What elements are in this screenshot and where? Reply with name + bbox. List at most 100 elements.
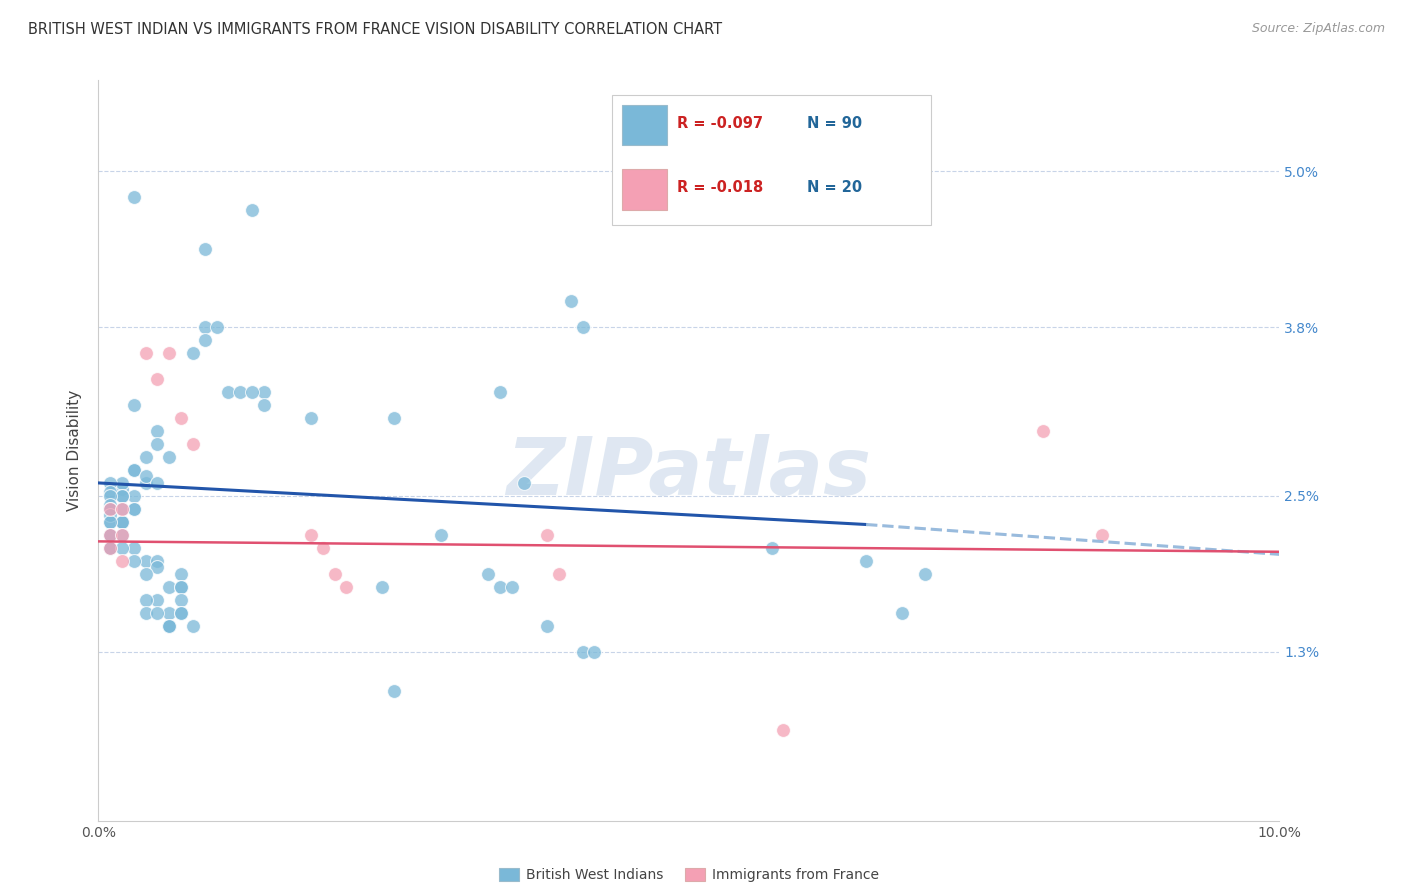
Point xyxy=(111,515,134,529)
Point xyxy=(122,463,145,477)
Point xyxy=(98,515,121,529)
Point xyxy=(571,645,593,659)
Point xyxy=(489,580,512,594)
FancyBboxPatch shape xyxy=(621,169,666,210)
Text: N = 20: N = 20 xyxy=(807,180,862,195)
Point xyxy=(146,424,169,438)
Point xyxy=(135,346,157,360)
Point xyxy=(299,528,322,542)
Point xyxy=(571,320,593,334)
Point xyxy=(217,384,239,399)
Point xyxy=(157,346,180,360)
Text: BRITISH WEST INDIAN VS IMMIGRANTS FROM FRANCE VISION DISABILITY CORRELATION CHAR: BRITISH WEST INDIAN VS IMMIGRANTS FROM F… xyxy=(28,22,723,37)
Point xyxy=(299,411,322,425)
Point xyxy=(135,606,157,620)
Point xyxy=(98,502,121,516)
Point xyxy=(135,592,157,607)
Point xyxy=(98,528,121,542)
Point xyxy=(855,554,877,568)
Point xyxy=(890,606,912,620)
Point xyxy=(98,475,121,490)
Point xyxy=(170,580,193,594)
Point xyxy=(772,723,794,737)
Point xyxy=(122,463,145,477)
Point xyxy=(761,541,783,555)
Point xyxy=(98,498,121,512)
Point xyxy=(583,645,606,659)
Point xyxy=(170,606,193,620)
Point xyxy=(135,450,157,464)
Point xyxy=(382,411,405,425)
Point xyxy=(146,372,169,386)
Point xyxy=(98,508,121,523)
Text: R = -0.097: R = -0.097 xyxy=(678,116,763,131)
Point xyxy=(253,398,276,412)
Point xyxy=(111,528,134,542)
Point xyxy=(312,541,335,555)
Point xyxy=(430,528,453,542)
FancyBboxPatch shape xyxy=(612,95,931,225)
Point xyxy=(111,528,134,542)
Point xyxy=(122,554,145,568)
Point xyxy=(98,541,121,555)
Point xyxy=(157,580,180,594)
FancyBboxPatch shape xyxy=(621,104,666,145)
Point xyxy=(181,619,204,633)
Text: R = -0.018: R = -0.018 xyxy=(678,180,763,195)
Point xyxy=(170,606,193,620)
Y-axis label: Vision Disability: Vision Disability xyxy=(67,390,83,511)
Point xyxy=(157,619,180,633)
Point xyxy=(194,320,217,334)
Point xyxy=(98,502,121,516)
Point xyxy=(135,475,157,490)
Point xyxy=(489,384,512,399)
Point xyxy=(323,566,346,581)
Point xyxy=(98,528,121,542)
Point xyxy=(135,566,157,581)
Point xyxy=(98,541,121,555)
Point xyxy=(98,515,121,529)
Point xyxy=(98,541,121,555)
Point xyxy=(170,566,193,581)
Point xyxy=(122,502,145,516)
Point xyxy=(111,515,134,529)
Point xyxy=(1091,528,1114,542)
Point xyxy=(122,502,145,516)
Point xyxy=(512,475,534,490)
Point xyxy=(98,528,121,542)
Text: Source: ZipAtlas.com: Source: ZipAtlas.com xyxy=(1251,22,1385,36)
Text: ZIPatlas: ZIPatlas xyxy=(506,434,872,512)
Point xyxy=(253,384,276,399)
Point xyxy=(914,566,936,581)
Point xyxy=(111,502,134,516)
Legend: British West Indians, Immigrants from France: British West Indians, Immigrants from Fr… xyxy=(494,863,884,888)
Point xyxy=(170,592,193,607)
Point xyxy=(111,475,134,490)
Point xyxy=(122,541,145,555)
Point xyxy=(1032,424,1054,438)
Point xyxy=(111,489,134,503)
Point xyxy=(382,683,405,698)
Point xyxy=(536,619,558,633)
Point xyxy=(536,528,558,542)
Point xyxy=(146,475,169,490)
Point xyxy=(98,528,121,542)
Point xyxy=(240,203,263,218)
Point xyxy=(501,580,523,594)
Point xyxy=(240,384,263,399)
Point xyxy=(157,619,180,633)
Point xyxy=(157,606,180,620)
Point xyxy=(135,469,157,483)
Point xyxy=(146,560,169,574)
Point xyxy=(548,566,571,581)
Point xyxy=(146,554,169,568)
Point xyxy=(98,485,121,500)
Point xyxy=(111,554,134,568)
Point xyxy=(157,450,180,464)
Point xyxy=(146,437,169,451)
Point xyxy=(111,515,134,529)
Point xyxy=(111,489,134,503)
Point xyxy=(111,541,134,555)
Point xyxy=(229,384,252,399)
Point xyxy=(98,541,121,555)
